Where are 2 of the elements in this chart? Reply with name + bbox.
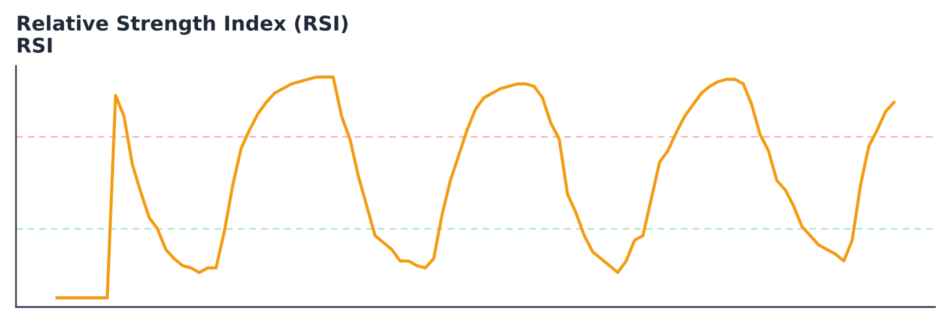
chart-title: Relative Strength Index (RSI) [18, 15, 348, 35]
chart-subtitle: RSI [18, 38, 52, 53]
